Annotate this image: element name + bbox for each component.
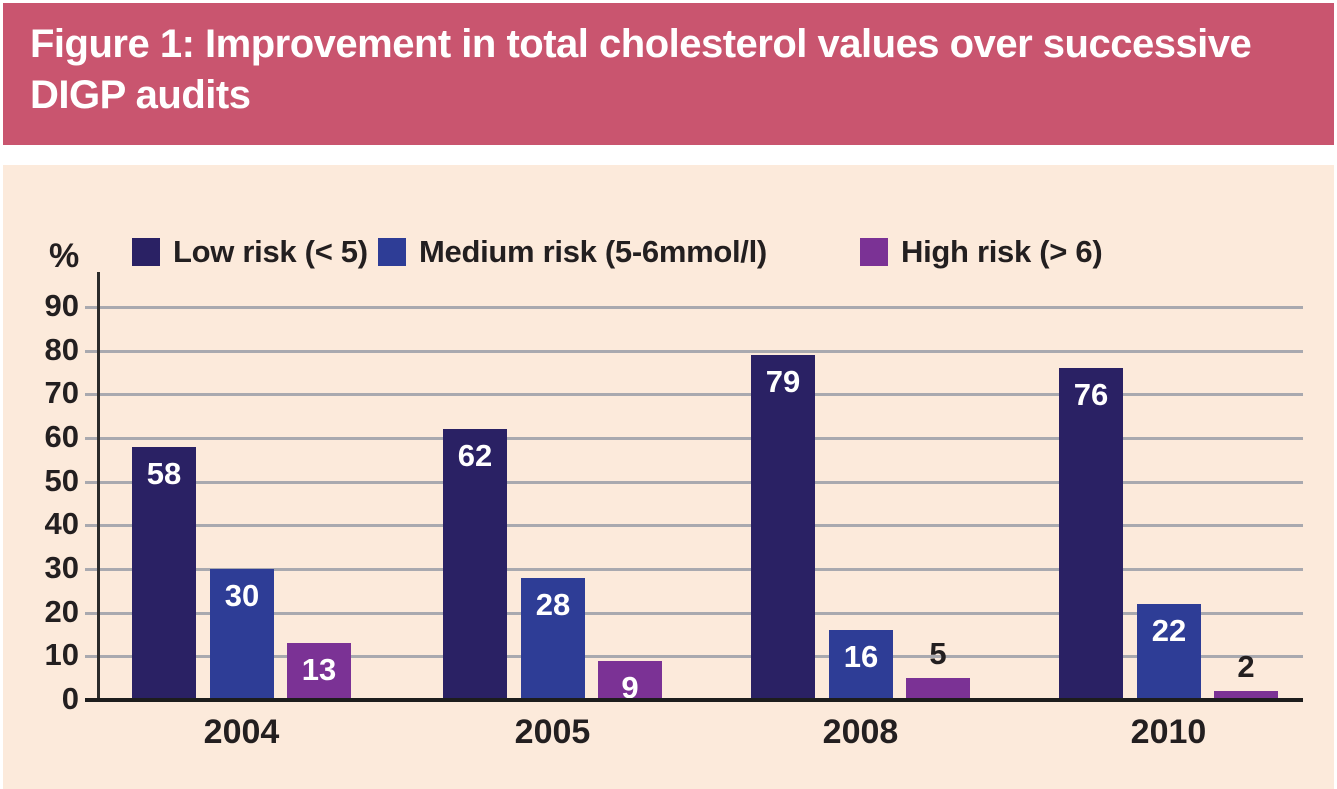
y-tick-label: 10 [44,637,79,673]
gridline [85,480,1303,484]
bar-value-label: 76 [1073,377,1109,412]
bar-medium-risk-2004 [210,569,274,700]
y-tick-label: 70 [44,375,79,411]
legend-item-high-risk: High risk (> 6) [860,234,1103,269]
bar-value-label: 9 [621,670,639,705]
legend-swatch-low-risk-icon [132,238,160,266]
gridline [85,655,1303,659]
legend-item-low-risk: Low risk (< 5) [132,234,368,269]
bar-medium-risk-2010 [1137,604,1201,700]
y-axis-line [97,272,100,702]
y-tick-label: 0 [61,681,79,716]
y-tick-label: 40 [44,506,79,542]
x-tick-label: 2004 [203,713,280,751]
legend-label-medium-risk: Medium risk (5-6mmol/l) [419,234,767,269]
bar-low-risk-2010 [1059,368,1123,700]
bar-value-label: 16 [843,639,879,674]
gridline [85,349,1303,353]
figure-title-banner: Figure 1: Improvement in total cholester… [3,3,1334,145]
x-tick-label: 2010 [1130,713,1207,751]
bar-value-label: 58 [146,456,182,491]
bar-high-risk-2005 [598,661,662,700]
legend-label-high-risk: High risk (> 6) [901,234,1103,269]
bar-high-risk-2008 [906,678,970,700]
x-axis-line [85,698,1303,702]
gridline [85,437,1303,440]
bar-low-risk-2005 [443,429,507,700]
x-tick-label: 2005 [514,713,591,751]
bar-value-label: 79 [765,364,801,399]
bar-medium-risk-2005 [521,578,585,700]
figure-title: Figure 1: Improvement in total cholester… [30,22,1252,117]
gridline [85,393,1303,397]
y-tick-label: 20 [44,593,79,629]
bar-value-label: 30 [224,578,260,613]
y-tick-label: 60 [44,419,79,454]
plot-area: 0 10 20 30 40 50 60 70 80 90 58 62 79 76 30 28 16 22 13 9 5 2… [3,165,1334,789]
bar-medium-risk-2008 [829,630,893,700]
gridline [85,568,1303,571]
chart-panel: % Low risk (< 5) Medium risk (5-6mmol/l)… [3,165,1334,789]
legend-swatch-medium-risk-icon [378,238,406,266]
gridline [85,611,1303,615]
bar-value-label: 13 [301,652,337,687]
bar-value-label: 22 [1151,613,1187,648]
gridline [85,306,1303,309]
legend-item-medium-risk: Medium risk (5-6mmol/l) [378,234,767,269]
y-tick-label: 90 [44,288,79,323]
bar-low-risk-2008 [751,355,815,700]
bar-low-risk-2004 [132,447,196,700]
bar-high-risk-2004 [287,643,351,700]
bar-value-label: 28 [535,587,571,622]
bar-value-label: 62 [457,438,493,473]
bar-value-label: 2 [1237,649,1255,684]
legend-label-low-risk: Low risk (< 5) [173,234,368,269]
legend-swatch-high-risk-icon [860,238,888,266]
y-tick-label: 80 [44,331,79,367]
y-tick-label: 50 [44,462,79,498]
y-tick-label: 30 [44,550,79,585]
gridline [85,524,1303,528]
y-axis-unit-label: % [49,237,80,275]
bar-high-risk-2010 [1214,691,1278,700]
x-tick-label: 2008 [822,713,899,751]
bar-value-label: 5 [929,636,947,671]
